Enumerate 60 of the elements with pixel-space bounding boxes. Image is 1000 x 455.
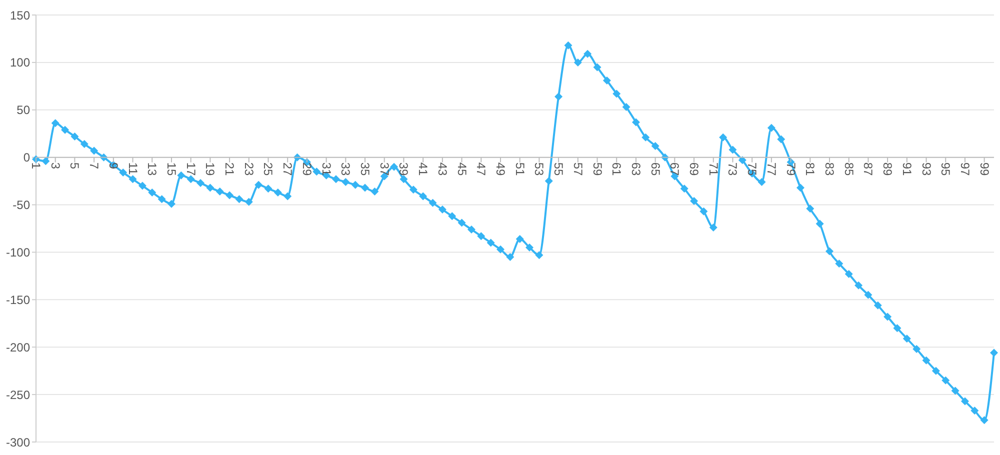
x-tick-label: 31 [319,162,334,176]
x-tick-label: 59 [590,162,604,176]
x-tick-label: 55 [552,162,566,176]
x-tick-label: 49 [493,162,508,176]
y-tick-label: -250 [6,388,30,402]
y-tick-label: -100 [6,245,30,260]
y-tick-label: 0 [23,150,30,165]
x-tick-label: 43 [435,162,450,176]
y-tick-label: 100 [10,56,30,70]
x-tick-label: 29 [300,162,314,176]
x-tick-label: 85 [842,162,856,176]
x-tick-label: 77 [764,162,778,176]
x-tick-label: 9 [106,162,120,170]
x-tick-label: 11 [126,162,140,176]
x-tick-label: 3 [48,162,62,170]
x-tick-label: 61 [610,162,624,176]
x-tick-label: 57 [570,162,585,176]
y-tick-label: -50 [12,198,30,212]
y-tick-label: -300 [6,435,30,450]
x-tick-label: 53 [532,162,546,176]
x-tick-label: 63 [628,162,643,176]
x-tick-label: 69 [687,162,702,176]
x-tick-label: 45 [454,162,469,176]
x-tick-label: 87 [861,162,876,176]
y-tick-label: 50 [16,103,30,118]
x-tick-label: 91 [900,162,914,176]
x-tick-label: 23 [242,162,256,176]
y-tick-label: -200 [6,340,30,354]
x-tick-label: 99 [977,162,992,176]
x-tick-label: 81 [803,162,818,176]
x-tick-label: 13 [145,162,160,176]
x-tick-label: 35 [358,162,372,176]
x-tick-label: 37 [377,162,392,176]
x-tick-label: 5 [68,162,82,170]
x-tick-label: 21 [222,162,237,176]
x-tick-label: 83 [822,162,836,176]
x-tick-label: 73 [726,162,740,176]
x-tick-label: 1 [29,162,43,170]
x-tick-label: 97 [958,162,972,176]
x-tick-label: 19 [203,162,218,176]
x-tick-label: 71 [706,162,720,176]
x-tick-label: 47 [474,162,488,176]
x-tick-label: 89 [880,162,895,176]
x-tick-label: 67 [668,162,682,176]
x-tick-label: 51 [512,162,527,176]
x-tick-label: 93 [919,162,934,176]
x-tick-label: 39 [396,162,411,176]
x-tick-label: 17 [184,162,198,176]
x-tick-label: 41 [416,162,430,176]
x-tick-label: 75 [745,162,760,176]
x-tick-label: 15 [164,162,178,176]
y-tick-label: -150 [6,292,30,307]
x-tick-label: 7 [87,162,102,170]
x-tick-label: 65 [648,162,662,176]
x-tick-label: 25 [261,162,276,176]
x-tick-label: 33 [338,162,353,176]
y-tick-label: 150 [10,8,30,22]
x-tick-label: 27 [280,162,295,176]
x-tick-label: 79 [784,162,798,176]
x-tick-label: 95 [938,162,953,176]
